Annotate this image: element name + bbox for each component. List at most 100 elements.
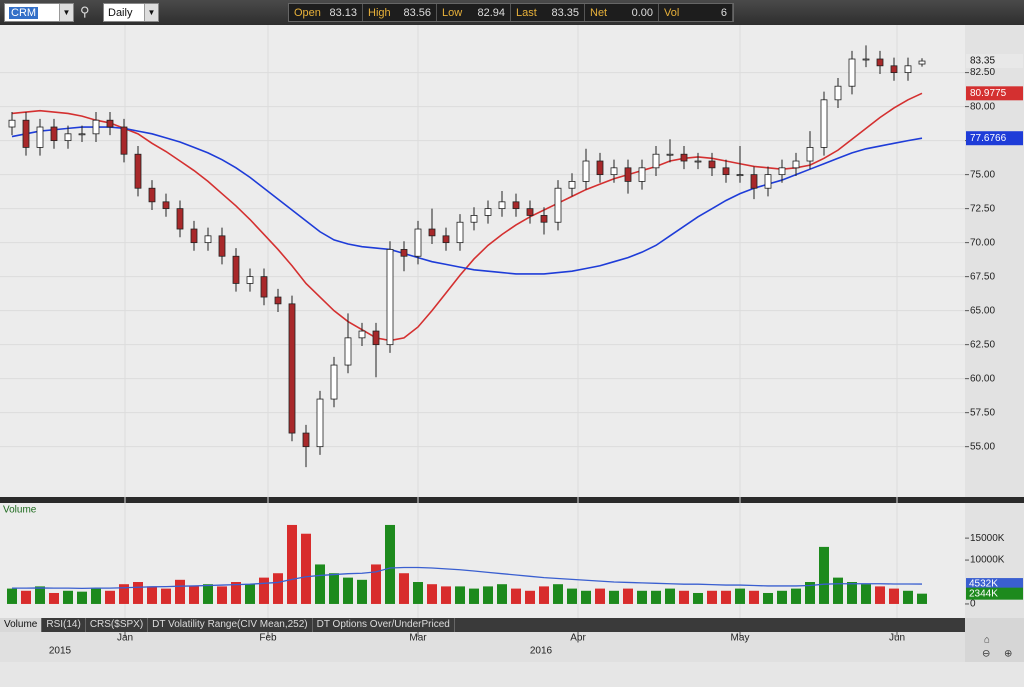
candle-body — [106, 119, 114, 128]
candle-body — [610, 167, 618, 176]
zoom-in[interactable]: ⊕ — [1004, 649, 1012, 660]
candle-body — [848, 58, 856, 87]
search-icon[interactable]: ⚲ — [80, 4, 90, 19]
candle-body — [260, 276, 268, 298]
candle-body — [162, 201, 170, 210]
candle-body — [736, 174, 744, 177]
quote-name: Open — [294, 7, 321, 19]
volume-bar — [721, 590, 731, 604]
quote-value: 83.13 — [329, 7, 357, 19]
candle-body — [218, 235, 226, 257]
volume-bar — [119, 584, 129, 604]
price-label-box — [966, 54, 1023, 69]
candle-body — [680, 153, 688, 162]
quote-name: Low — [442, 7, 463, 19]
volume-bar — [49, 592, 59, 604]
volume-bar — [273, 573, 283, 604]
study-tab[interactable]: Volume — [0, 618, 43, 632]
pane-divider — [0, 497, 1024, 503]
candle-body — [666, 153, 674, 156]
candle-body — [36, 126, 44, 148]
volume-bar — [245, 584, 255, 604]
volume-bar — [763, 592, 773, 604]
candle-body — [316, 398, 324, 448]
volume-bar — [175, 579, 185, 604]
symbol-input[interactable]: CRM ▼ — [4, 3, 74, 22]
volume-bar — [693, 592, 703, 604]
volume-bar — [665, 588, 675, 604]
candle-body — [288, 303, 296, 434]
volume-bar — [777, 590, 787, 604]
candle-body — [750, 174, 758, 189]
quote-field: Net 0.00 — [585, 4, 659, 21]
volume-bar — [455, 586, 465, 604]
candle-body — [148, 187, 156, 203]
price-label: 80.9775 — [970, 88, 1007, 99]
candle-body — [246, 276, 254, 284]
study-tab[interactable]: RSI(14) — [42, 618, 86, 632]
volume-bar — [623, 588, 633, 604]
volume-bar — [189, 586, 199, 604]
candle-body — [400, 249, 408, 257]
dropdown[interactable]: ▼ — [144, 4, 158, 21]
volume-bar — [833, 577, 843, 604]
volume-bar — [161, 588, 171, 604]
symbol: CRM — [9, 7, 39, 19]
candle-body — [834, 85, 842, 101]
volume-bar — [217, 586, 227, 604]
candle-body — [134, 153, 142, 189]
quote-value: 83.56 — [403, 7, 431, 19]
home-icon[interactable]: ⌂ — [984, 635, 990, 646]
study-tab[interactable]: CRS($SPX) — [86, 618, 149, 632]
candle-body — [582, 160, 590, 182]
volume-bar — [203, 584, 213, 604]
volume-bar — [539, 586, 549, 604]
volume-bar — [511, 588, 521, 604]
volume-pane — [0, 503, 965, 618]
volume-bar — [581, 590, 591, 604]
volume-label: 4532K — [969, 579, 998, 590]
candle-body — [78, 133, 86, 136]
candle-body — [890, 65, 898, 74]
study-tab[interactable]: DT Volatility Range(CIV Mean,252) — [148, 618, 313, 632]
volume-bar — [609, 590, 619, 604]
volume-bar — [35, 586, 45, 604]
candle-body — [694, 160, 702, 163]
candle-body — [876, 58, 884, 67]
date-axis — [0, 632, 965, 662]
candle-body — [484, 208, 492, 216]
volume-bar — [595, 588, 605, 604]
quote-value: 6 — [720, 7, 727, 19]
zoom-out[interactable]: ⊖ — [982, 649, 990, 660]
corner — [965, 618, 1024, 662]
quote-field: Last 83.35 — [511, 4, 585, 21]
volume-bar — [861, 584, 871, 604]
candle-body — [428, 228, 436, 237]
candle-body — [344, 337, 352, 366]
candle-body — [120, 126, 128, 155]
volume-label-box — [966, 578, 1023, 591]
candle-body — [512, 201, 520, 210]
volume-bar — [427, 584, 437, 604]
price-label: 77.6766 — [970, 133, 1007, 144]
y-tick-label: 67.50 — [970, 271, 995, 282]
volume-bar — [105, 590, 115, 604]
dropdown[interactable]: ▼ — [59, 4, 73, 21]
candle-body — [764, 174, 772, 189]
volume-bar — [315, 564, 325, 604]
quote-field: Open 83.13 — [289, 4, 363, 21]
y-tick-label: 65.00 — [970, 305, 995, 316]
candle-body — [414, 228, 422, 257]
candle-body — [302, 432, 310, 448]
volume-bar — [749, 590, 759, 604]
volume-bar — [875, 586, 885, 604]
volume-bar — [553, 584, 563, 604]
candle-body — [526, 208, 534, 216]
interval-select[interactable]: Daily ▼ — [103, 3, 159, 22]
month-label: Feb — [259, 633, 277, 644]
candle-body — [904, 65, 912, 74]
y-tick-label: 80.00 — [970, 101, 995, 112]
y-tick-label: 70.00 — [970, 237, 995, 248]
volume-bar — [679, 590, 689, 604]
study-tab[interactable]: DT Options Over/UnderPriced — [313, 618, 455, 632]
